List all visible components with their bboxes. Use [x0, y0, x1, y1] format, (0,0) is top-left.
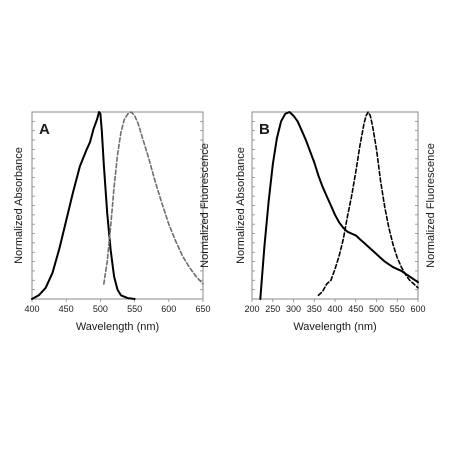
- x-axis-title: Wavelength (nm): [293, 321, 376, 333]
- panel-b: 200 250 300 350 400 450 500 550 600 Wavelength (n…: [235, 111, 437, 333]
- plot-frame: [31, 111, 204, 300]
- panel-label: A: [39, 121, 50, 138]
- x-axis-title: Wavelength (nm): [76, 321, 159, 333]
- x-tick-label: 400: [327, 304, 342, 314]
- fluorescence-line: [103, 111, 204, 285]
- x-tick-label: 550: [390, 304, 405, 314]
- x-tick-label: 500: [369, 304, 384, 314]
- y-axis-title-right: Normalized Fluorescence: [199, 143, 211, 268]
- x-tick-label: 300: [286, 304, 301, 314]
- x-tick-label: 600: [410, 304, 425, 314]
- x-tick-label: 450: [348, 304, 363, 314]
- y-axis-title-right: Normalized Fluorescence: [425, 143, 437, 268]
- y-axis-title-left: Normalized Absorbance: [13, 147, 25, 264]
- panel-a: 400 450 500 550 600 650 Wavelength (nm) Normali…: [13, 111, 211, 333]
- absorbance-line: [31, 111, 136, 300]
- x-tick-label: 450: [59, 304, 74, 314]
- x-tick-label: 350: [307, 304, 322, 314]
- x-tick-label: 500: [93, 304, 108, 314]
- x-tick-label: 250: [265, 304, 280, 314]
- x-tick-label: 650: [195, 304, 210, 314]
- x-tick-label: 200: [244, 304, 259, 314]
- x-tick-label: 400: [24, 304, 39, 314]
- x-tick-label: 600: [161, 304, 176, 314]
- absorbance-line: [259, 111, 419, 300]
- y-axis-title-left: Normalized Absorbance: [235, 147, 247, 264]
- fluorescence-line: [317, 111, 419, 297]
- panel-label: B: [259, 121, 270, 138]
- x-tick-label: 550: [127, 304, 142, 314]
